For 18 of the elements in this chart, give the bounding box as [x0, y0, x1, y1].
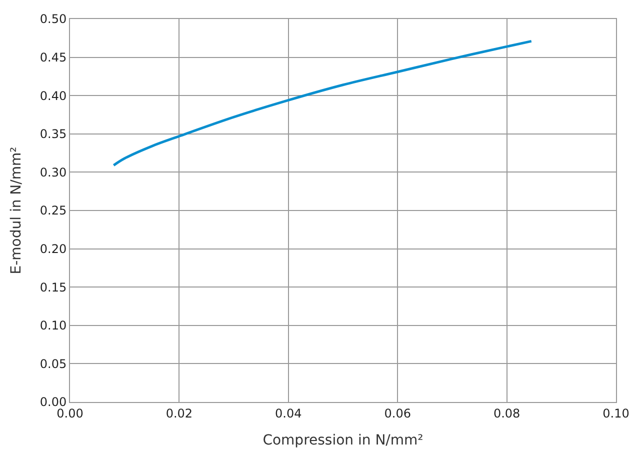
x-tick-label: 0.04 [275, 406, 302, 420]
y-tick-label: 0.30 [40, 165, 67, 180]
x-axis-title: Compression in N/mm² [262, 432, 424, 449]
y-tick-label: 0.05 [40, 356, 67, 371]
x-tick-label: 0.02 [166, 406, 193, 420]
y-tick-label: 0.15 [40, 280, 67, 294]
y-tick-label: 0.35 [40, 127, 67, 142]
line-series [112, 40, 533, 167]
y-tick-label: 0.40 [40, 88, 67, 103]
x-tick-label: 0.10 [602, 406, 630, 420]
y-tick-label: 0.10 [40, 318, 67, 333]
y-axis-title: E-modul in N/mm² [8, 146, 24, 274]
x-tick-label: 0.06 [384, 406, 411, 420]
y-tick-label: 0.25 [40, 204, 67, 218]
y-tick-label: 0.20 [40, 242, 67, 256]
y-tick-label: 0.45 [40, 50, 67, 64]
y-tick-label: 0.50 [40, 12, 67, 26]
x-tick-label: 0.08 [493, 406, 520, 420]
